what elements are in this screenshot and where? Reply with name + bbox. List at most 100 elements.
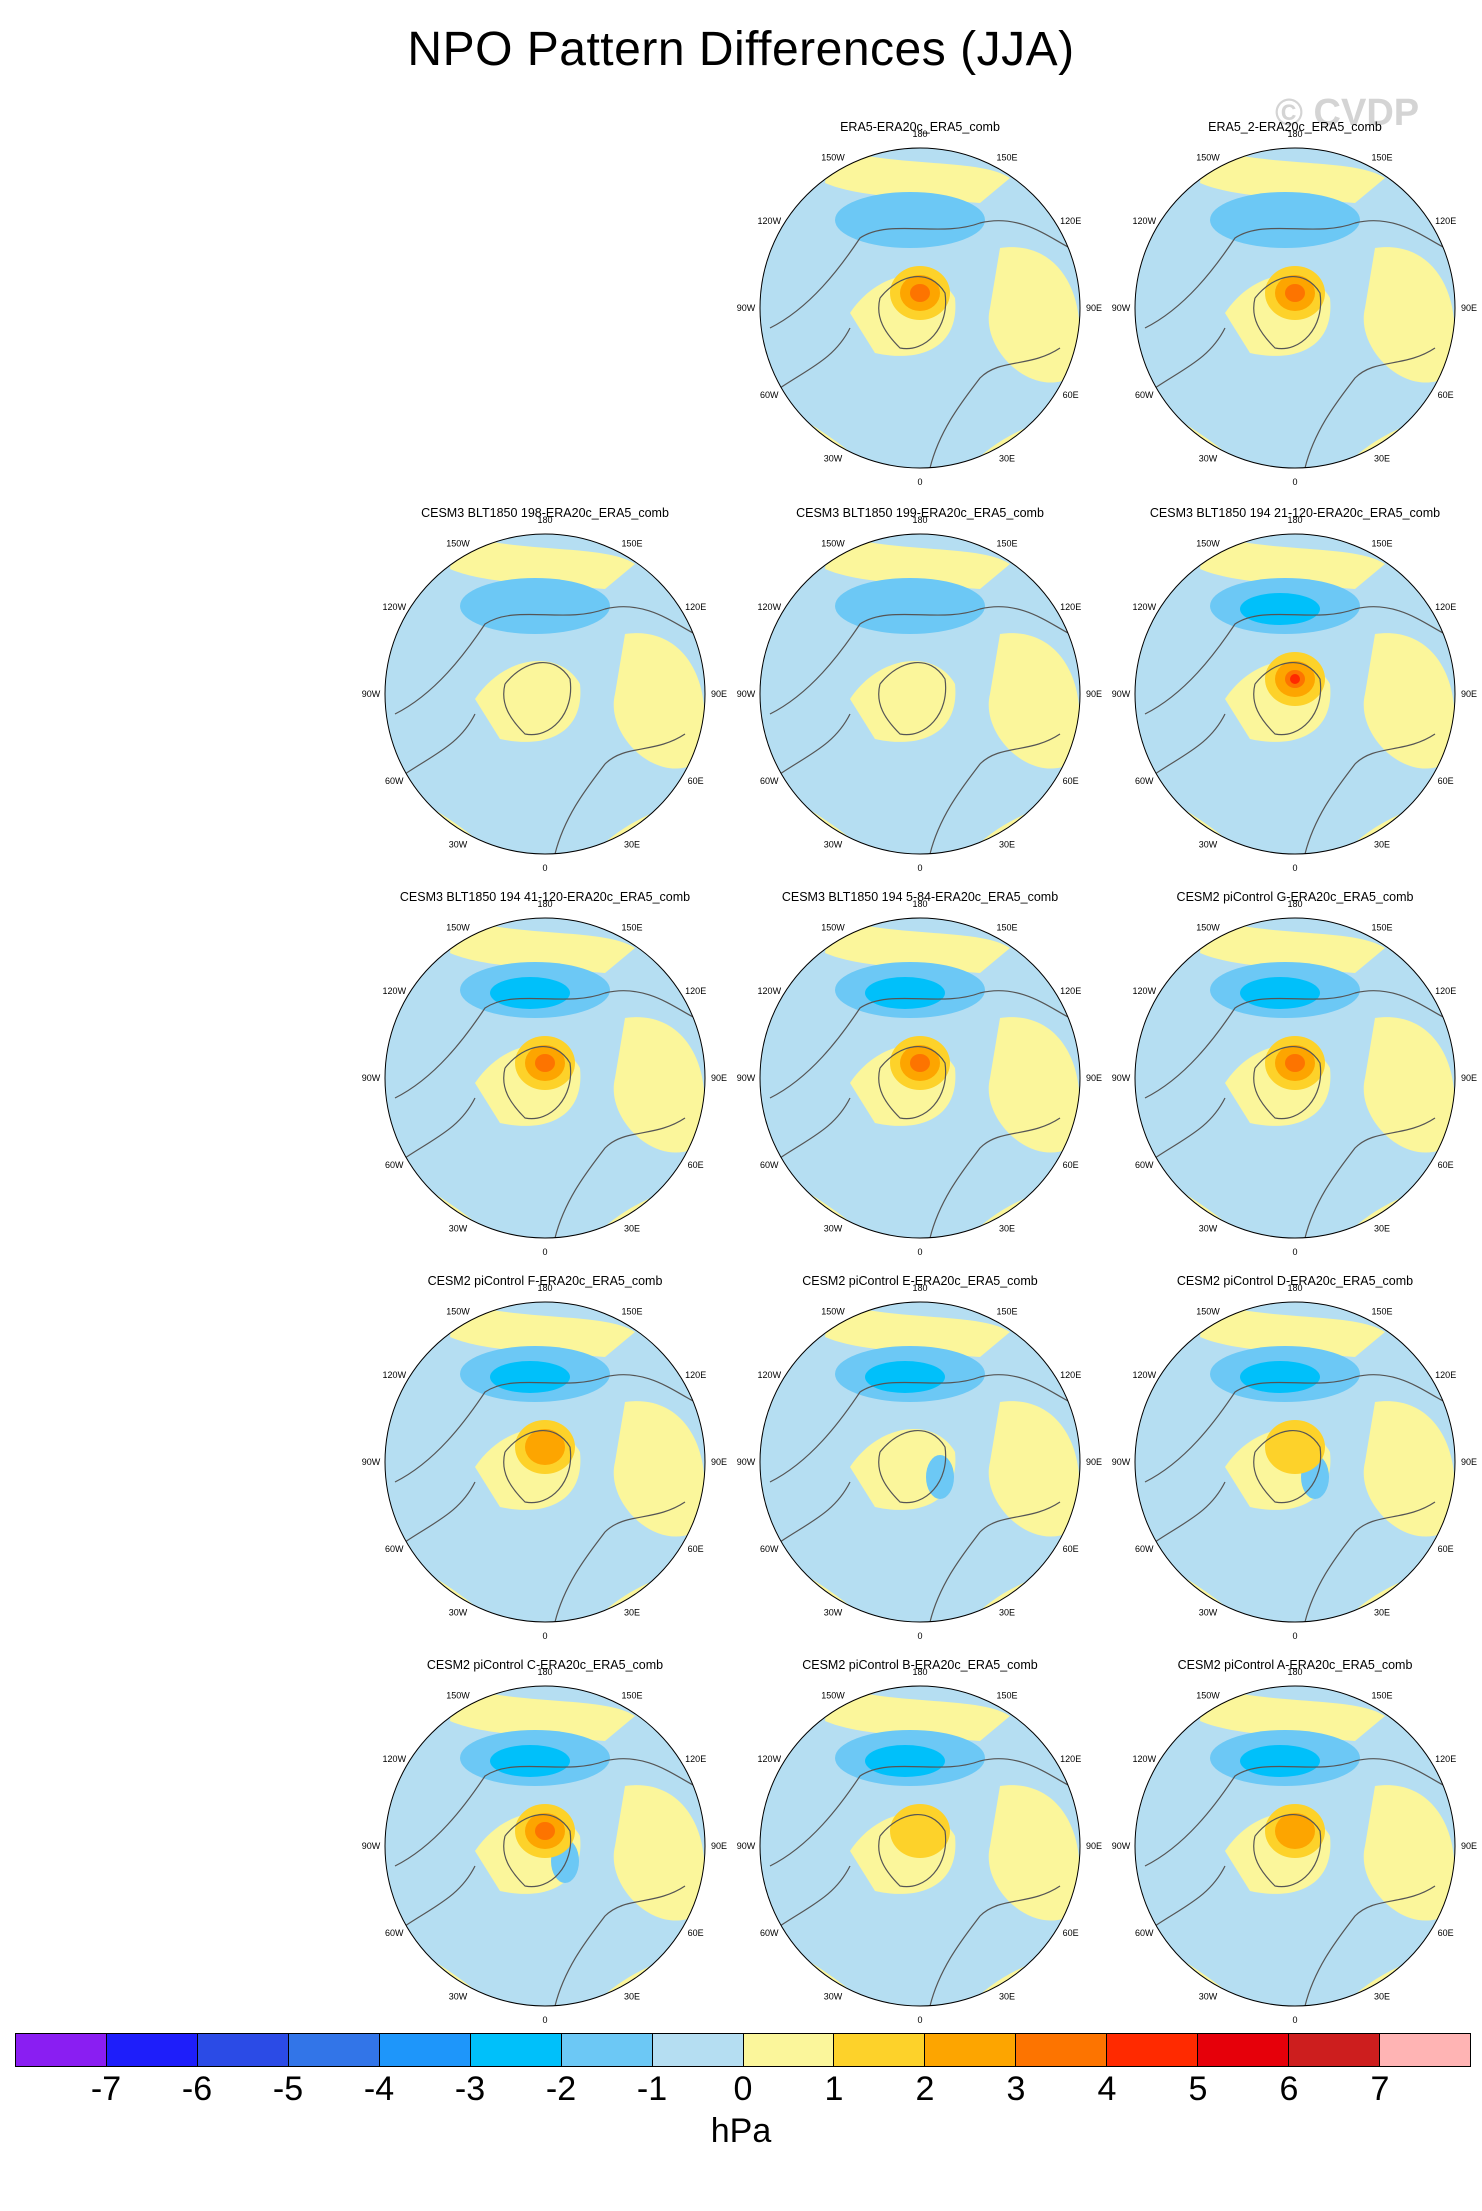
longitude-label: 60E (1063, 390, 1079, 400)
panel-title: ERA5-ERA20c_ERA5_comb (840, 120, 1000, 134)
longitude-label: 120W (383, 1754, 407, 1764)
longitude-label: 30E (999, 454, 1015, 464)
longitude-label: 60W (760, 390, 779, 400)
longitude-label: 30E (999, 1992, 1015, 2002)
map-panel: CESM2 piControl A-ERA20c_ERA5_comb 180 150… (1112, 1658, 1477, 2025)
panel-title: CESM2 piControl B-ERA20c_ERA5_comb (802, 1658, 1038, 1672)
colorbar-tick-label: 1 (824, 2070, 844, 2108)
longitude-label: 180 (1287, 515, 1302, 525)
longitude-label: 90W (1112, 303, 1131, 313)
panel-title: CESM3 BLT1850 199-ERA20c_ERA5_comb (796, 506, 1044, 520)
longitude-label: 150E (621, 1690, 642, 1700)
longitude-label: 60E (1063, 1544, 1079, 1554)
longitude-label: 0 (917, 477, 922, 487)
colorbar-tick-label: -2 (545, 2070, 577, 2108)
longitude-label: 150W (821, 922, 845, 932)
longitude-label: 120W (383, 602, 407, 612)
longitude-label: 0 (1292, 1247, 1297, 1257)
longitude-label: 30E (1374, 1992, 1390, 2002)
longitude-label: 150E (621, 538, 642, 548)
longitude-label: 90W (362, 1841, 381, 1851)
map-panel: CESM2 piControl C-ERA20c_ERA5_comb 180 150… (362, 1658, 727, 2025)
colorbar-box (1198, 2034, 1290, 2066)
longitude-label: 60W (760, 776, 779, 786)
longitude-label: 0 (917, 863, 922, 873)
longitude-label: 60E (688, 1160, 704, 1170)
longitude-label: 120E (1435, 986, 1456, 996)
longitude-label: 30W (824, 840, 843, 850)
colorbar-tick-label: -5 (272, 2070, 304, 2108)
longitude-label: 90E (1086, 689, 1102, 699)
longitude-label: 60W (1135, 1544, 1154, 1554)
longitude-label: 180 (537, 1667, 552, 1677)
polar-map: 180 150E 120E 90E 60E 30E 0 30W 60W 90W 120W 150W (737, 515, 1102, 873)
longitude-label: 60W (1135, 390, 1154, 400)
longitude-label: 180 (1287, 1667, 1302, 1677)
longitude-label: 60E (1063, 1928, 1079, 1938)
longitude-label: 30E (999, 840, 1015, 850)
longitude-label: 30E (624, 1224, 640, 1234)
longitude-label: 90W (362, 689, 381, 699)
polar-map: 180 150E 120E 90E 60E 30E 0 30W 60W 90W 120W 150W (1112, 129, 1477, 487)
longitude-label: 30W (1199, 454, 1218, 464)
longitude-label: 150W (1196, 1690, 1220, 1700)
panel-title: CESM2 piControl F-ERA20c_ERA5_comb (427, 1274, 663, 1288)
colorbar-box (1016, 2034, 1108, 2066)
longitude-label: 180 (912, 899, 927, 909)
longitude-label: 120E (1060, 1754, 1081, 1764)
longitude-label: 90E (1086, 1841, 1102, 1851)
longitude-label: 60E (1438, 1544, 1454, 1554)
map-panel: ERA5_2-ERA20c_ERA5_comb 180 150E 120E 90E 60E… (1112, 120, 1477, 487)
longitude-label: 60W (760, 1544, 779, 1554)
longitude-label: 120E (1060, 1370, 1081, 1380)
longitude-label: 150E (1371, 1306, 1392, 1316)
colorbar-tick-label: -6 (181, 2070, 213, 2108)
longitude-label: 150E (1371, 152, 1392, 162)
longitude-label: 60W (385, 776, 404, 786)
longitude-label: 120W (758, 986, 782, 996)
panel-title: CESM2 piControl C-ERA20c_ERA5_comb (426, 1658, 664, 1672)
longitude-label: 150E (1371, 538, 1392, 548)
longitude-label: 90E (1461, 1457, 1477, 1467)
longitude-label: 150E (621, 922, 642, 932)
longitude-label: 60W (385, 1928, 404, 1938)
colorbar-box (561, 2034, 653, 2066)
longitude-label: 120W (758, 216, 782, 226)
longitude-label: 150W (821, 538, 845, 548)
longitude-label: 120E (1435, 1370, 1456, 1380)
figure-title: NPO Pattern Differences (JJA) (407, 23, 1075, 76)
polar-map: 180 150E 120E 90E 60E 30E 0 30W 60W 90W 120W 150W (362, 1283, 727, 1641)
longitude-label: 60E (688, 1928, 704, 1938)
longitude-label: 150W (446, 1306, 470, 1316)
colorbar-box (16, 2034, 107, 2066)
longitude-label: 150E (996, 1306, 1017, 1316)
panel-title: CESM3 BLT1850 194 41-120-ERA20c_ERA5_com… (399, 890, 691, 904)
longitude-label: 60W (760, 1160, 779, 1170)
longitude-label: 0 (542, 2015, 547, 2025)
longitude-label: 150W (821, 152, 845, 162)
colorbar-tick-label: 0 (733, 2070, 753, 2108)
longitude-label: 120W (1133, 216, 1157, 226)
longitude-label: 90W (737, 303, 756, 313)
longitude-label: 90E (1461, 689, 1477, 699)
colorbar-tick-label: 3 (1006, 2070, 1026, 2108)
longitude-label: 90E (711, 1457, 727, 1467)
longitude-label: 30W (1199, 840, 1218, 850)
longitude-label: 30W (824, 1224, 843, 1234)
longitude-label: 150E (996, 922, 1017, 932)
longitude-label: 120W (1133, 1370, 1157, 1380)
longitude-label: 30W (1199, 1608, 1218, 1618)
longitude-label: 60E (1438, 1160, 1454, 1170)
colorbar-tick-label: -1 (636, 2070, 668, 2108)
map-panel: ERA5-ERA20c_ERA5_comb 180 150E 120E 90E 60E 30… (737, 120, 1102, 487)
map-panel: CESM2 piControl F-ERA20c_ERA5_comb 180 150… (362, 1274, 727, 1641)
longitude-label: 30W (449, 1224, 468, 1234)
longitude-label: 120E (1435, 1754, 1456, 1764)
longitude-label: 0 (917, 1631, 922, 1641)
colorbar-tick-label: -7 (90, 2070, 122, 2108)
cvdp-watermark: © CVDP (1275, 92, 1420, 134)
longitude-label: 120E (1060, 216, 1081, 226)
longitude-label: 120E (685, 1754, 706, 1764)
panel-title: CESM3 BLT1850 194 21-120-ERA20c_ERA5_com… (1149, 506, 1441, 520)
polar-map: 180 150E 120E 90E 60E 30E 0 30W 60W 90W 120W 150W (362, 1667, 727, 2025)
